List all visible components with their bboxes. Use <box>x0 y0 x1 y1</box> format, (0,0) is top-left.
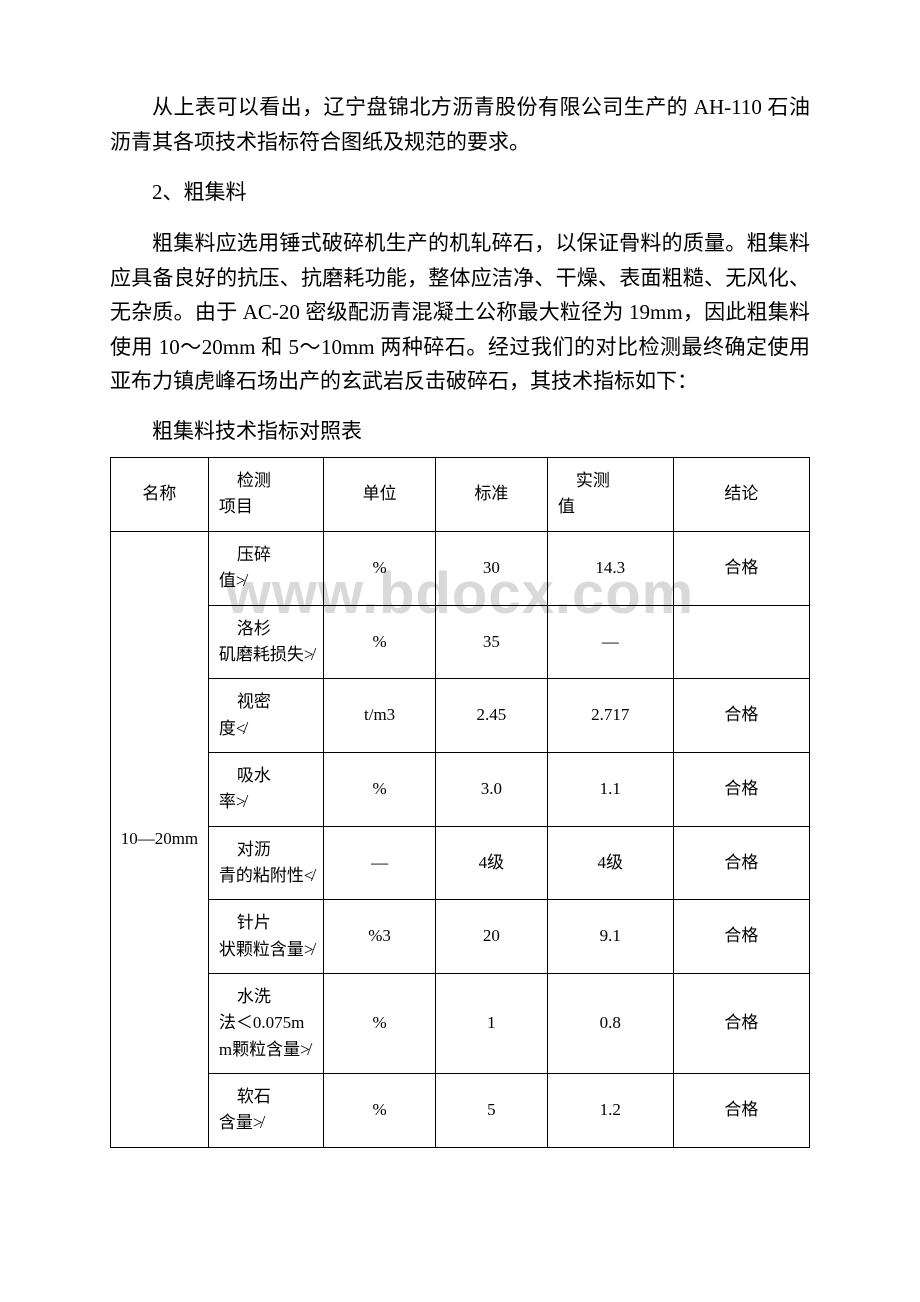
table-row: 对沥 青的粘附性≮ — 4级 4级 合格 <box>111 826 810 900</box>
cell-concl: 合格 <box>673 531 809 605</box>
cell-item: 针片 状颗粒含量≯ <box>208 900 323 974</box>
cell-item-a: 软石 <box>219 1087 271 1106</box>
cell-concl: 合格 <box>673 1073 809 1147</box>
cell-item: 水洗 法＜0.075mm颗粒含量≯ <box>208 973 323 1073</box>
cell-val: 1.2 <box>547 1073 673 1147</box>
cell-item-a: 针片 <box>219 913 271 932</box>
cell-unit: % <box>324 531 436 605</box>
spec-table: 名称 检测 项目 单位 标准 实测 值 结论 10—20mm <box>110 457 810 1148</box>
cell-item-a: 吸水 <box>219 766 271 785</box>
cell-item: 洛杉 矶磨耗损失≯ <box>208 605 323 679</box>
cell-std: 4级 <box>436 826 548 900</box>
th-unit: 单位 <box>324 458 436 532</box>
th-val-a: 实测 <box>558 471 610 490</box>
table-title: 粗集料技术指标对照表 <box>110 415 810 445</box>
cell-concl: 合格 <box>673 973 809 1073</box>
table-header-row: 名称 检测 项目 单位 标准 实测 值 结论 <box>111 458 810 532</box>
cell-unit: % <box>324 1073 436 1147</box>
cell-item: 吸水 率≯ <box>208 752 323 826</box>
cell-concl: 合格 <box>673 826 809 900</box>
cell-concl: 合格 <box>673 900 809 974</box>
th-val: 实测 值 <box>547 458 673 532</box>
cell-group-name: 10—20mm <box>111 531 209 1147</box>
cell-val: 9.1 <box>547 900 673 974</box>
cell-unit: t/m3 <box>324 679 436 753</box>
cell-std: 30 <box>436 531 548 605</box>
cell-std: 5 <box>436 1073 548 1147</box>
cell-val: 2.717 <box>547 679 673 753</box>
table-row: 10—20mm 压碎 值≯ % 30 14.3 合格 <box>111 531 810 605</box>
cell-item-b: 青的粘附性≮ <box>219 866 314 885</box>
cell-item-b: 矶磨耗损失≯ <box>219 645 314 664</box>
table-row: 洛杉 矶磨耗损失≯ % 35 — <box>111 605 810 679</box>
table-row: 视密 度≮ t/m3 2.45 2.717 合格 <box>111 679 810 753</box>
table-row: 软石 含量≯ % 5 1.2 合格 <box>111 1073 810 1147</box>
cell-std: 2.45 <box>436 679 548 753</box>
table-row: 水洗 法＜0.075mm颗粒含量≯ % 1 0.8 合格 <box>111 973 810 1073</box>
table-row: 吸水 率≯ % 3.0 1.1 合格 <box>111 752 810 826</box>
cell-concl <box>673 605 809 679</box>
cell-val: — <box>547 605 673 679</box>
paragraph-1: 从上表可以看出，辽宁盘锦北方沥青股份有限公司生产的 AH-110 石油沥青其各项… <box>110 90 810 159</box>
cell-item-a: 对沥 <box>219 840 271 859</box>
th-item: 检测 项目 <box>208 458 323 532</box>
cell-unit: %3 <box>324 900 436 974</box>
cell-val: 0.8 <box>547 973 673 1073</box>
cell-item: 对沥 青的粘附性≮ <box>208 826 323 900</box>
cell-std: 3.0 <box>436 752 548 826</box>
cell-std: 1 <box>436 973 548 1073</box>
cell-std: 20 <box>436 900 548 974</box>
cell-item-b: 值≯ <box>219 571 246 590</box>
cell-item-b: 法＜0.075mm颗粒含量≯ <box>219 1013 310 1058</box>
th-item-a: 检测 <box>219 471 271 490</box>
cell-item-b: 状颗粒含量≯ <box>219 940 314 959</box>
cell-std: 35 <box>436 605 548 679</box>
cell-concl: 合格 <box>673 752 809 826</box>
th-val-b: 值 <box>558 497 575 516</box>
cell-item: 视密 度≮ <box>208 679 323 753</box>
cell-item-a: 视密 <box>219 692 271 711</box>
th-std: 标准 <box>436 458 548 532</box>
th-item-b: 项目 <box>219 497 253 516</box>
cell-unit: % <box>324 605 436 679</box>
cell-val: 14.3 <box>547 531 673 605</box>
table-row: 针片 状颗粒含量≯ %3 20 9.1 合格 <box>111 900 810 974</box>
cell-item-b: 度≮ <box>219 719 246 738</box>
cell-item: 软石 含量≯ <box>208 1073 323 1147</box>
paragraph-3: 粗集料应选用锤式破碎机生产的机轧碎石，以保证骨料的质量。粗集料应具备良好的抗压、… <box>110 226 810 399</box>
document-content: 从上表可以看出，辽宁盘锦北方沥青股份有限公司生产的 AH-110 石油沥青其各项… <box>110 90 810 1148</box>
th-concl: 结论 <box>673 458 809 532</box>
cell-unit: — <box>324 826 436 900</box>
cell-item-a: 水洗 <box>219 987 271 1006</box>
paragraph-2-heading: 2、粗集料 <box>110 175 810 210</box>
cell-item: 压碎 值≯ <box>208 531 323 605</box>
cell-item-b: 率≯ <box>219 792 246 811</box>
cell-val: 1.1 <box>547 752 673 826</box>
cell-item-a: 洛杉 <box>219 619 271 638</box>
cell-item-a: 压碎 <box>219 545 271 564</box>
cell-val: 4级 <box>547 826 673 900</box>
cell-unit: % <box>324 752 436 826</box>
cell-item-b: 含量≯ <box>219 1113 263 1132</box>
th-name: 名称 <box>111 458 209 532</box>
cell-concl: 合格 <box>673 679 809 753</box>
cell-unit: % <box>324 973 436 1073</box>
